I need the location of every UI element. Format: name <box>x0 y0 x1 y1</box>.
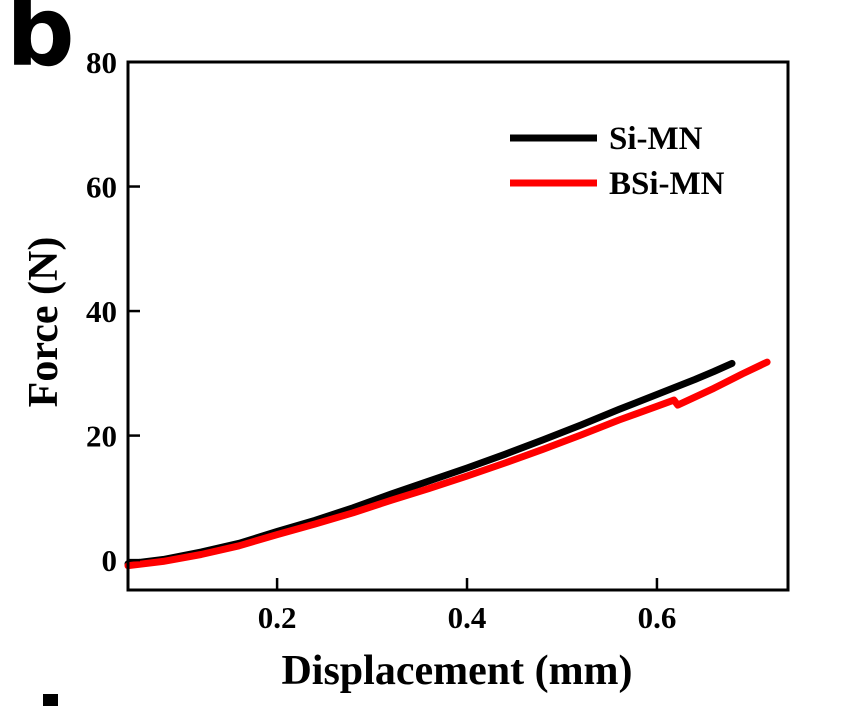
y-tick-label: 20 <box>86 419 117 454</box>
x-tick-label: 0.6 <box>638 600 677 635</box>
series-lines <box>124 358 771 570</box>
legend-label-bsi-mn: BSi-MN <box>609 166 725 202</box>
cropped-next-panel-label-fragment <box>43 694 58 706</box>
y-tick-label: 0 <box>102 543 118 578</box>
legend-label-si-mn: Si-MN <box>609 121 703 157</box>
legend: Si-MN BSi-MN <box>510 121 725 202</box>
plot-frame <box>126 60 790 592</box>
y-tick-label: 40 <box>86 294 117 329</box>
x-tick-label: 0.2 <box>258 600 297 635</box>
series-line-bsi-mn <box>124 358 771 570</box>
y-tick-label: 60 <box>86 170 117 205</box>
x-tick-label: 0.4 <box>448 600 487 635</box>
panel-label: b <box>6 0 75 88</box>
y-tick-label: 80 <box>86 45 117 80</box>
tick-labels: 0.2 0.4 0.6 0 20 40 60 80 <box>86 45 676 635</box>
axis-ticks <box>129 60 659 589</box>
series-line-si-mn <box>124 359 736 568</box>
y-axis-title: Force (N) <box>21 237 67 408</box>
plot-frame-rect <box>126 60 790 592</box>
x-axis-title: Displacement (mm) <box>281 648 632 694</box>
